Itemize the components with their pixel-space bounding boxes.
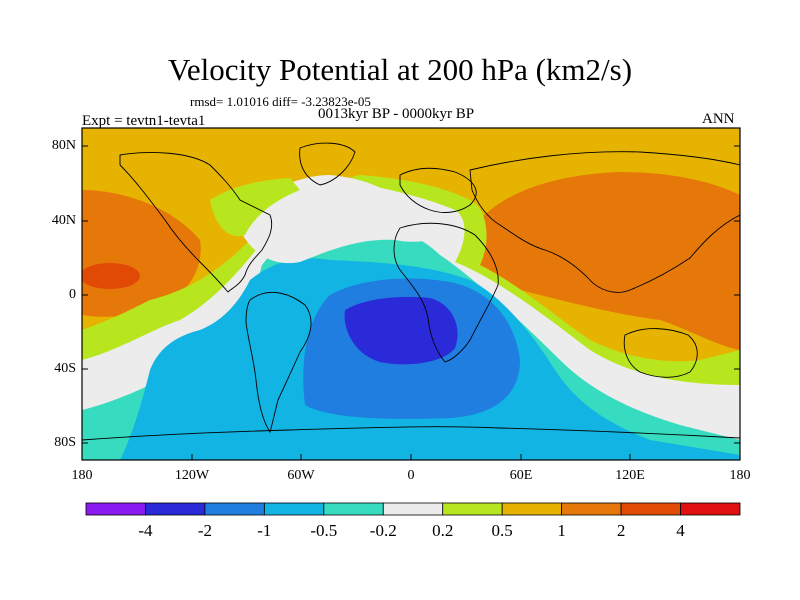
colorbar-swatch [263,502,325,516]
north-america-coast [119,152,273,293]
colorbar-label: 4 [676,521,685,540]
colorbar-swatch [620,502,681,516]
lat-tick-0: 0 [69,287,76,302]
period-label: 0013kyr BP - 0000kyr BP [318,106,475,122]
australia-coast [623,328,698,378]
lat-tick-40n: 40N [51,213,76,228]
contour-asia-2 [460,172,740,350]
greenland-coast [299,142,356,186]
lat-tick-80s: 80S [54,435,76,450]
colorbar-label: -0.2 [369,521,397,540]
season-label: ANN [702,111,735,127]
colorbar-swatch [323,502,384,516]
colorbar-label: -2 [197,521,212,540]
contour-arctic-neutral [240,175,450,264]
colorbar-swatch [145,502,206,516]
lon-tick-60e: 60E [509,468,533,483]
colorbar-label: -1 [257,521,272,540]
colorbar [85,502,741,516]
colorbar-swatch [442,502,503,516]
colorbar-label: -0.5 [310,521,338,540]
contour-band-neg4 [344,296,458,365]
lat-tick-40s: 40S [54,361,76,376]
lat-tick-80n: 80N [51,138,76,153]
stats-label: rmsd= 1.01016 diff= -3.23823e-05 [190,94,371,109]
africa-coast [393,222,499,363]
asia-coast [469,151,740,293]
colorbar-label: 2 [616,521,626,540]
contour-pacific-4 [82,263,140,289]
colorbar-label: 0.2 [432,521,454,540]
south-america-coast [245,291,312,434]
colorbar-swatch [204,502,265,516]
map-title: Velocity Potential at 200 hPa (km2/s) [167,52,633,87]
colorbar-label: 1 [557,521,566,540]
lon-tick-180w: 180 [71,468,93,483]
lon-tick-120e: 120E [615,468,645,483]
colorbar-label: -4 [138,521,153,540]
colorbar-swatch [382,502,444,516]
lon-tick-0: 0 [407,468,415,483]
lon-tick-180e: 180 [729,468,751,483]
colorbar-swatch [561,502,622,516]
colorbar-label: 0.5 [491,521,513,540]
europe-coast [399,167,477,213]
colorbar-swatch [85,502,146,516]
experiment-label: Expt = tevtn1-tevta1 [82,113,206,129]
antarctica-coast [82,426,740,441]
lon-tick-60w: 60W [287,468,315,483]
colorbar-swatch [680,502,741,516]
lon-tick-120w: 120W [174,468,210,483]
colorbar-swatch [501,502,563,516]
